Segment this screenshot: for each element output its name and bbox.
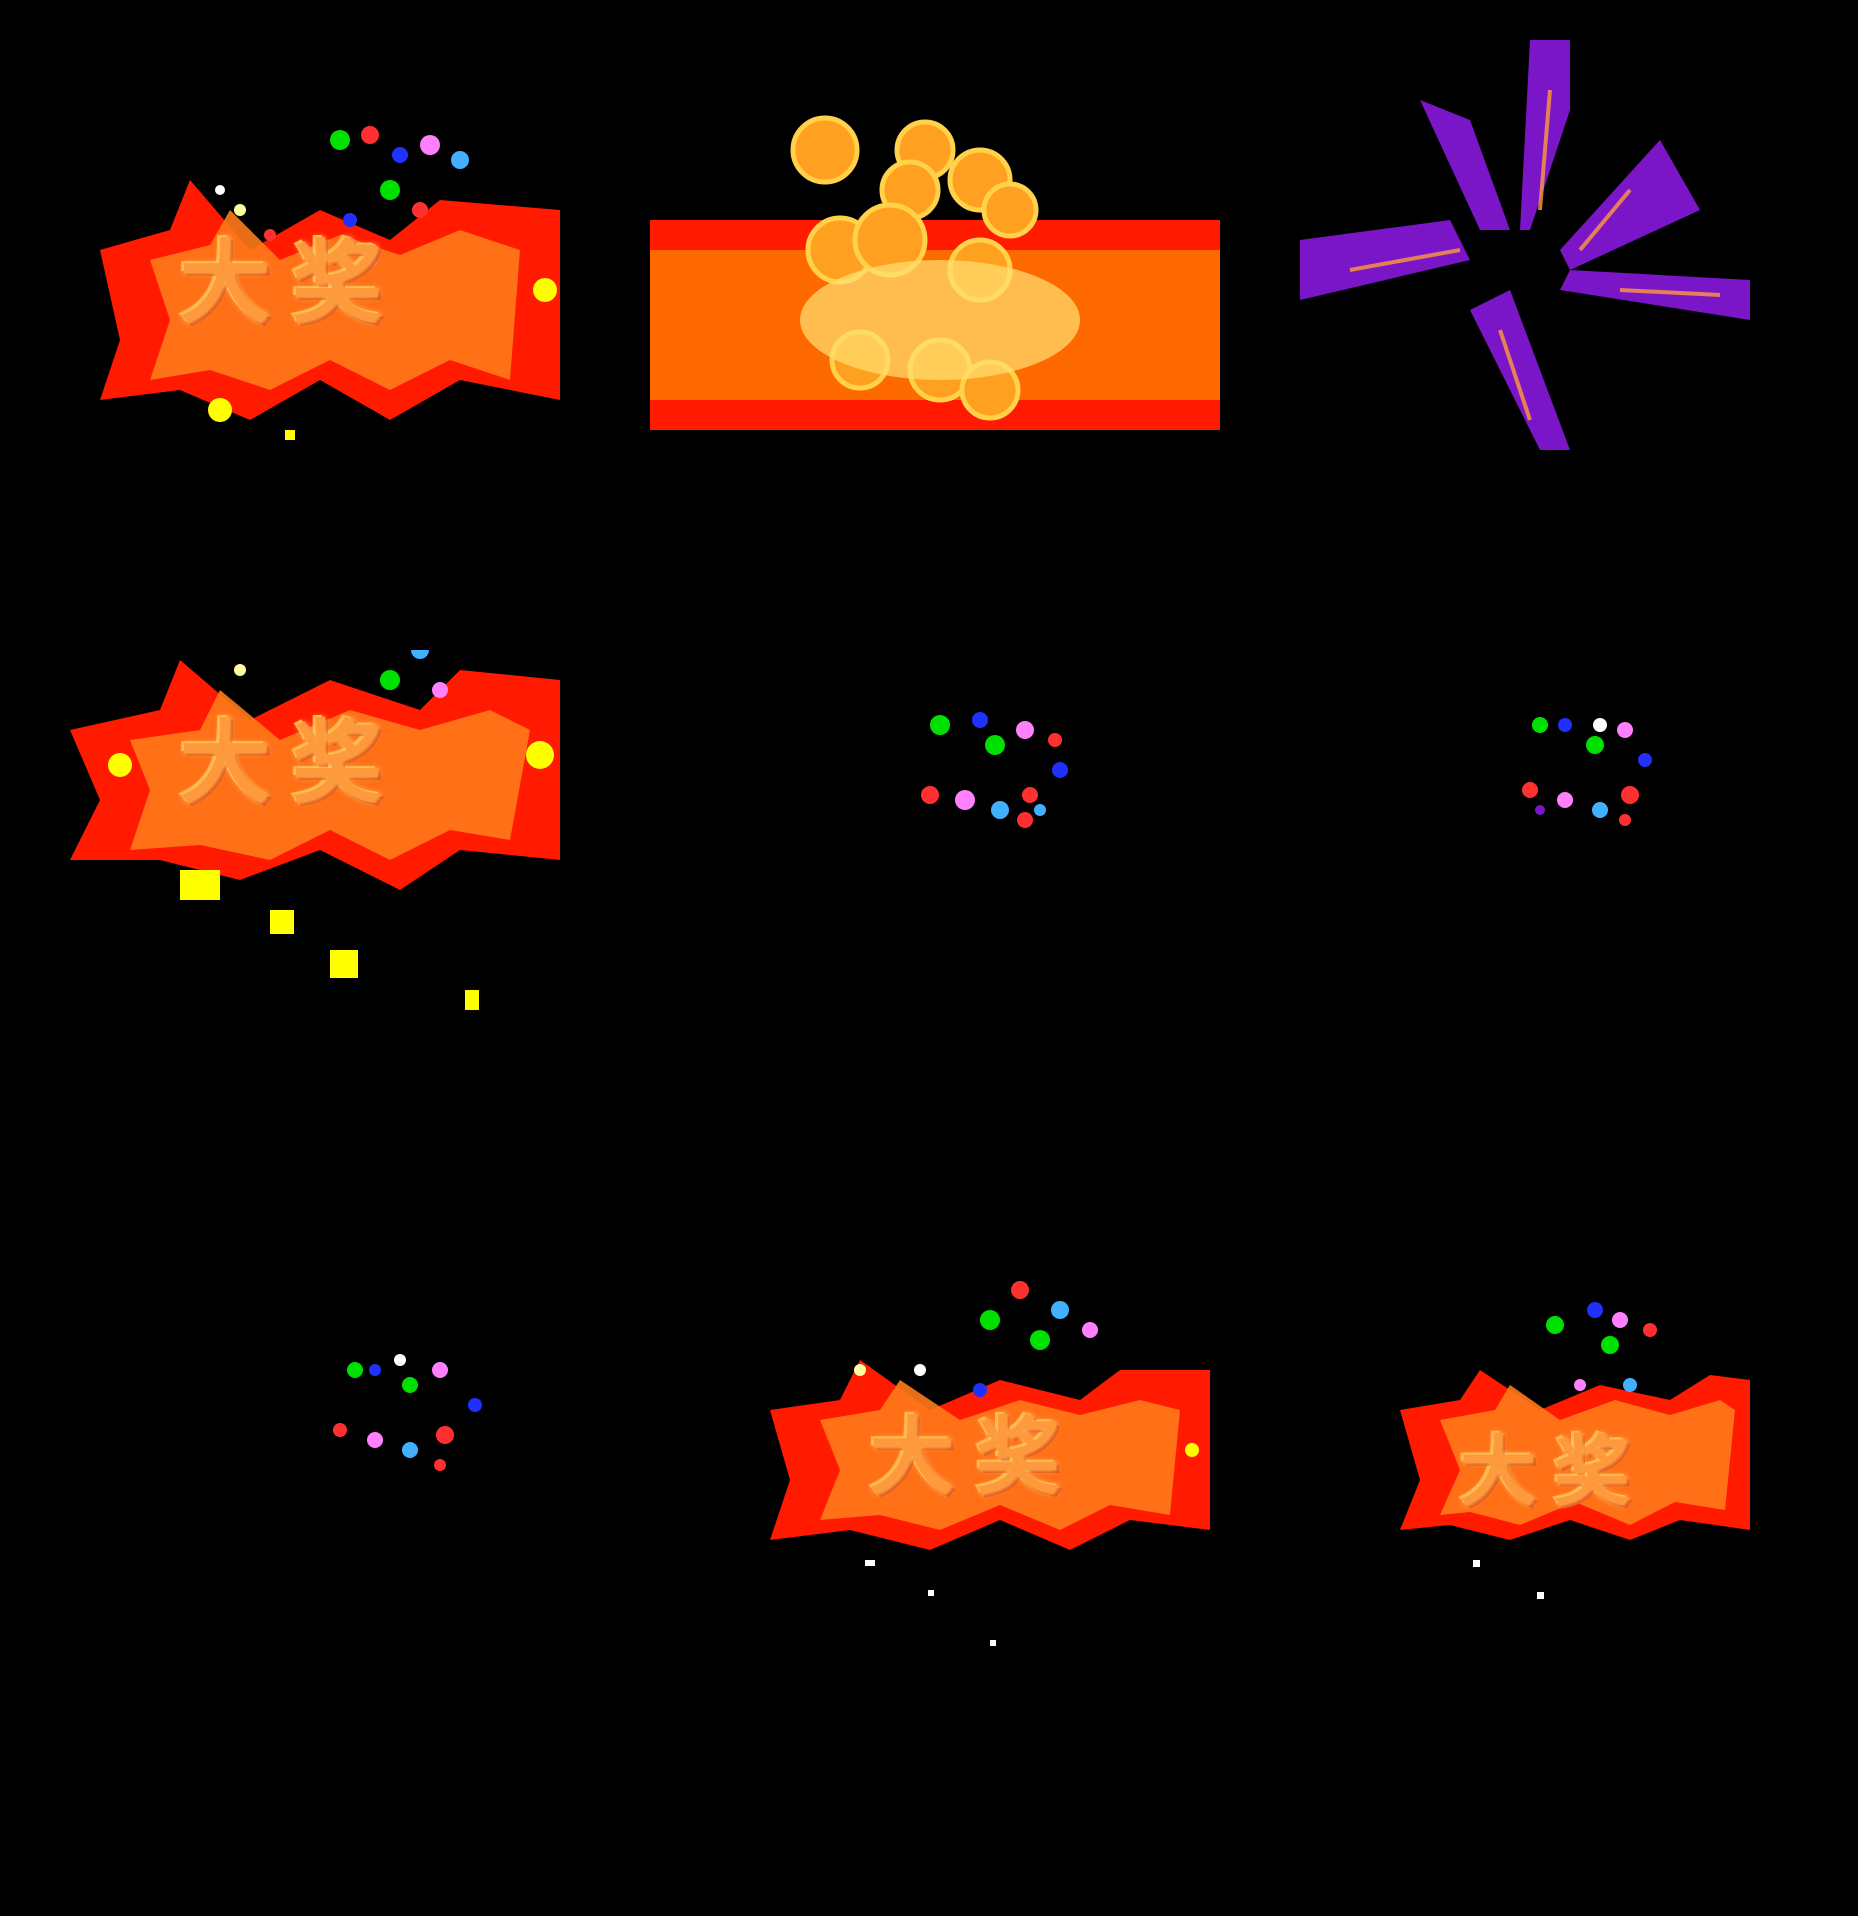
white-spark: [990, 1640, 996, 1646]
yellow-spark: [270, 910, 294, 934]
confetti-particles: [215, 126, 469, 267]
confetti-particles: [854, 1281, 1098, 1397]
confetti-particles: [1522, 717, 1652, 826]
white-spark: [865, 1560, 875, 1566]
frame-confetti-cluster-3: [320, 1330, 939, 1916]
flame-band-red: [650, 400, 1220, 430]
jackpot-text: 大奖: [1460, 1427, 1648, 1516]
banner-orange-shape: [130, 690, 530, 860]
banner-graphic: [1400, 1302, 1750, 1599]
ray-highlights: [1349, 89, 1721, 421]
yellow-spark: [108, 753, 132, 777]
banner-orange-shape: [150, 210, 520, 390]
frame-confetti-cluster-1: [880, 670, 1499, 1256]
frame-jackpot-banner-4: 大奖: [1380, 1270, 1858, 1856]
jackpot-text: 大奖: [180, 711, 404, 816]
banner-orange-shape: [1440, 1385, 1735, 1525]
banner-graphic: [70, 650, 560, 1010]
frame-jackpot-banner-1: 大奖: [40, 60, 659, 646]
flame-graphic: [650, 115, 1220, 430]
frame-jackpot-banner-2: 大奖: [40, 650, 659, 1236]
banner-graphic: [770, 1281, 1210, 1646]
yellow-spark: [465, 990, 479, 1010]
confetti-particles: [1546, 1302, 1657, 1392]
white-spark: [928, 1590, 934, 1596]
confetti-graphic: [921, 712, 1068, 828]
frame-flame-burst: [640, 60, 1259, 646]
yellow-spark: [208, 398, 232, 422]
yellow-spark: [330, 950, 358, 978]
confetti-graphic: [333, 1354, 482, 1471]
rays-graphic: [1300, 40, 1750, 450]
white-spark: [1473, 1560, 1480, 1567]
banner-graphic: [100, 126, 560, 440]
frame-jackpot-banner-3: 大奖: [740, 1270, 1359, 1856]
confetti-particles: [234, 650, 448, 698]
confetti-particles: [333, 1354, 482, 1471]
confetti-particles: [921, 712, 1068, 828]
flame-core: [800, 260, 1080, 380]
jackpot-text: 大奖: [870, 1408, 1083, 1506]
yellow-spark: [526, 741, 554, 769]
jackpot-text: 大奖: [180, 231, 404, 336]
purple-ray-set: [1300, 40, 1750, 450]
yellow-spark: [1185, 1443, 1199, 1457]
banner-orange-shape: [820, 1380, 1180, 1530]
frame-purple-rays: [1270, 30, 1858, 616]
frame-confetti-cluster-2: [1500, 680, 1858, 1266]
white-spark: [1537, 1592, 1544, 1599]
yellow-spark: [533, 278, 557, 302]
flame-band-red-top: [650, 220, 1220, 250]
yellow-spark: [180, 870, 220, 900]
yellow-spark: [285, 430, 295, 440]
confetti-graphic: [1522, 717, 1652, 826]
